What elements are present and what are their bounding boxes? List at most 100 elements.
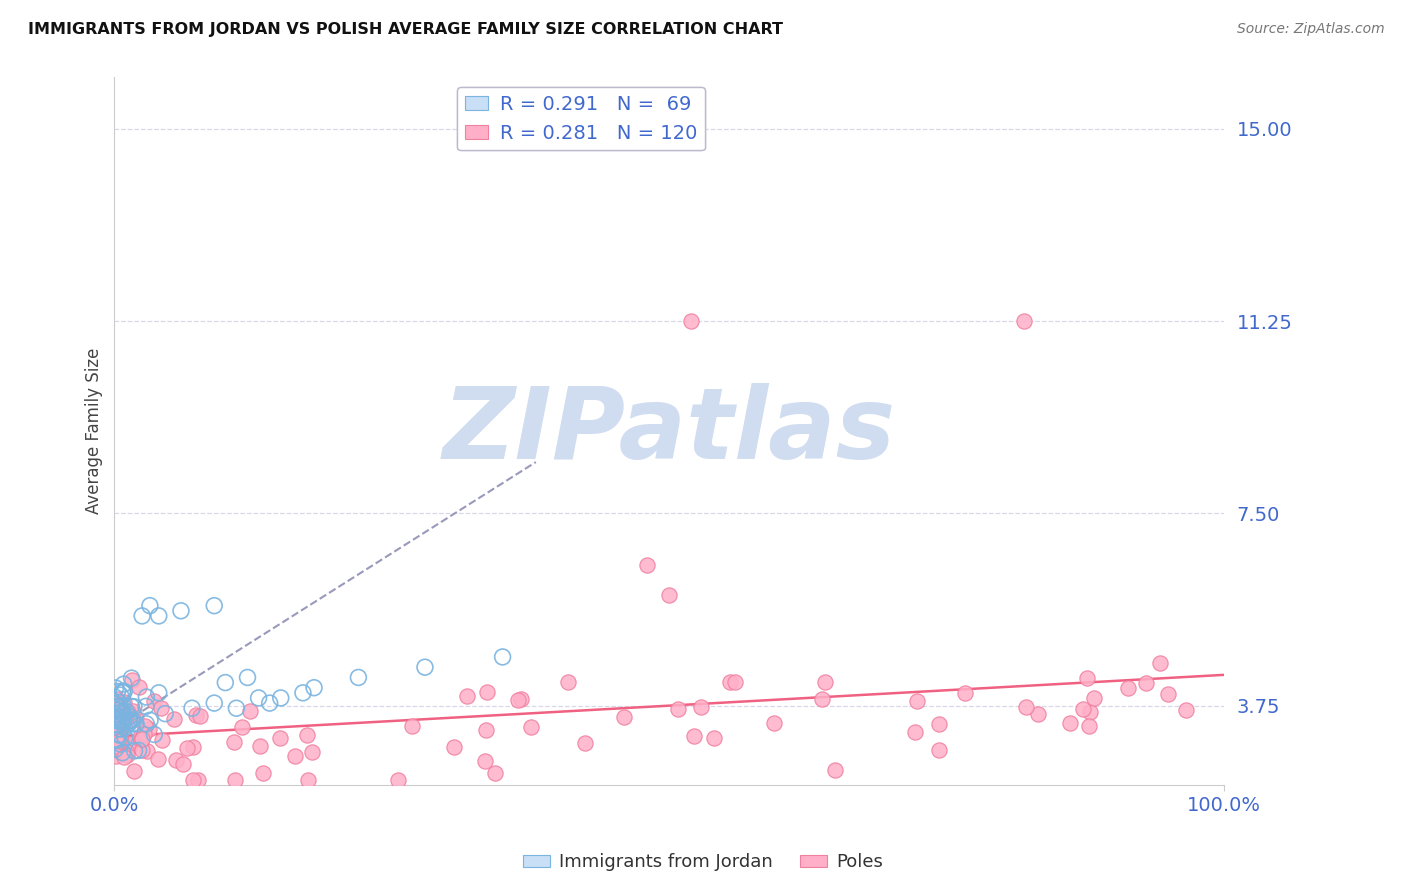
Point <box>117 739 139 753</box>
Point <box>666 702 689 716</box>
Point <box>163 712 186 726</box>
Point <box>474 754 496 768</box>
Point <box>104 732 127 747</box>
Point <box>107 701 129 715</box>
Point <box>112 750 135 764</box>
Point <box>121 673 143 687</box>
Point <box>128 680 150 694</box>
Point <box>613 709 636 723</box>
Point <box>762 716 785 731</box>
Point <box>112 677 135 691</box>
Point <box>1015 700 1038 714</box>
Point <box>111 684 134 698</box>
Point <box>1135 675 1157 690</box>
Point <box>188 709 211 723</box>
Point <box>111 746 134 760</box>
Point <box>114 704 136 718</box>
Point <box>401 719 423 733</box>
Point <box>143 727 166 741</box>
Point <box>107 743 129 757</box>
Point <box>1076 671 1098 685</box>
Point <box>222 735 245 749</box>
Point <box>187 772 209 787</box>
Point <box>104 717 127 731</box>
Point <box>118 739 141 753</box>
Point <box>114 731 136 745</box>
Point <box>105 739 128 753</box>
Point <box>135 699 157 714</box>
Point <box>105 692 128 706</box>
Point <box>108 729 131 743</box>
Point <box>105 716 128 731</box>
Point <box>214 675 236 690</box>
Point <box>108 695 131 709</box>
Point <box>1071 702 1094 716</box>
Point <box>124 744 146 758</box>
Point <box>117 738 139 752</box>
Point <box>1149 656 1171 670</box>
Point <box>139 599 162 613</box>
Point <box>104 698 127 713</box>
Point <box>110 733 132 747</box>
Point <box>131 731 153 746</box>
Point <box>202 599 225 613</box>
Point <box>683 729 706 743</box>
Point <box>557 675 579 690</box>
Point <box>295 728 318 742</box>
Point <box>1077 719 1099 733</box>
Point <box>110 701 132 715</box>
Point <box>107 727 129 741</box>
Point <box>143 694 166 708</box>
Point <box>291 686 314 700</box>
Point <box>114 716 136 731</box>
Point <box>122 699 145 714</box>
Point <box>112 698 135 713</box>
Point <box>520 720 543 734</box>
Point <box>114 721 136 735</box>
Text: Source: ZipAtlas.com: Source: ZipAtlas.com <box>1237 22 1385 37</box>
Point <box>703 731 725 745</box>
Point <box>150 701 173 715</box>
Point <box>104 712 127 726</box>
Point <box>510 692 533 706</box>
Point <box>110 688 132 702</box>
Point <box>107 718 129 732</box>
Point <box>108 712 131 726</box>
Point <box>129 733 152 747</box>
Point <box>112 684 135 698</box>
Point <box>131 608 153 623</box>
Point <box>259 696 281 710</box>
Point <box>132 725 155 739</box>
Point <box>121 671 143 685</box>
Point <box>105 732 128 747</box>
Point <box>110 737 132 751</box>
Point <box>104 748 127 763</box>
Point <box>111 709 134 723</box>
Point <box>111 686 134 700</box>
Point <box>928 742 950 756</box>
Point <box>104 742 127 756</box>
Text: IMMIGRANTS FROM JORDAN VS POLISH AVERAGE FAMILY SIZE CORRELATION CHART: IMMIGRANTS FROM JORDAN VS POLISH AVERAGE… <box>28 22 783 37</box>
Point <box>202 696 225 710</box>
Point <box>108 722 131 736</box>
Point <box>270 690 292 705</box>
Y-axis label: Average Family Size: Average Family Size <box>86 348 103 515</box>
Point <box>484 766 506 780</box>
Point <box>128 730 150 744</box>
Point <box>153 706 176 721</box>
Point <box>107 732 129 747</box>
Point <box>104 707 127 722</box>
Point <box>110 706 132 720</box>
Point <box>121 704 143 718</box>
Point <box>108 713 131 727</box>
Point <box>724 674 747 689</box>
Point <box>1078 705 1101 719</box>
Point <box>811 691 834 706</box>
Point <box>1116 681 1139 695</box>
Point <box>107 706 129 721</box>
Point <box>148 686 170 700</box>
Point <box>104 723 127 738</box>
Point <box>138 722 160 736</box>
Point <box>236 670 259 684</box>
Point <box>104 702 127 716</box>
